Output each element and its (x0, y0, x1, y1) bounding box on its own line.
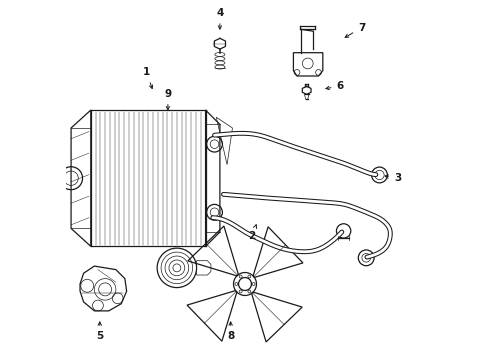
Text: 7: 7 (345, 23, 366, 37)
Text: 3: 3 (385, 173, 401, 183)
Text: 6: 6 (326, 81, 343, 91)
Text: 2: 2 (248, 225, 257, 240)
Text: 8: 8 (227, 322, 234, 341)
Text: 5: 5 (96, 322, 103, 341)
Text: 1: 1 (143, 67, 153, 89)
Text: 4: 4 (216, 8, 223, 29)
Text: 9: 9 (164, 89, 171, 110)
